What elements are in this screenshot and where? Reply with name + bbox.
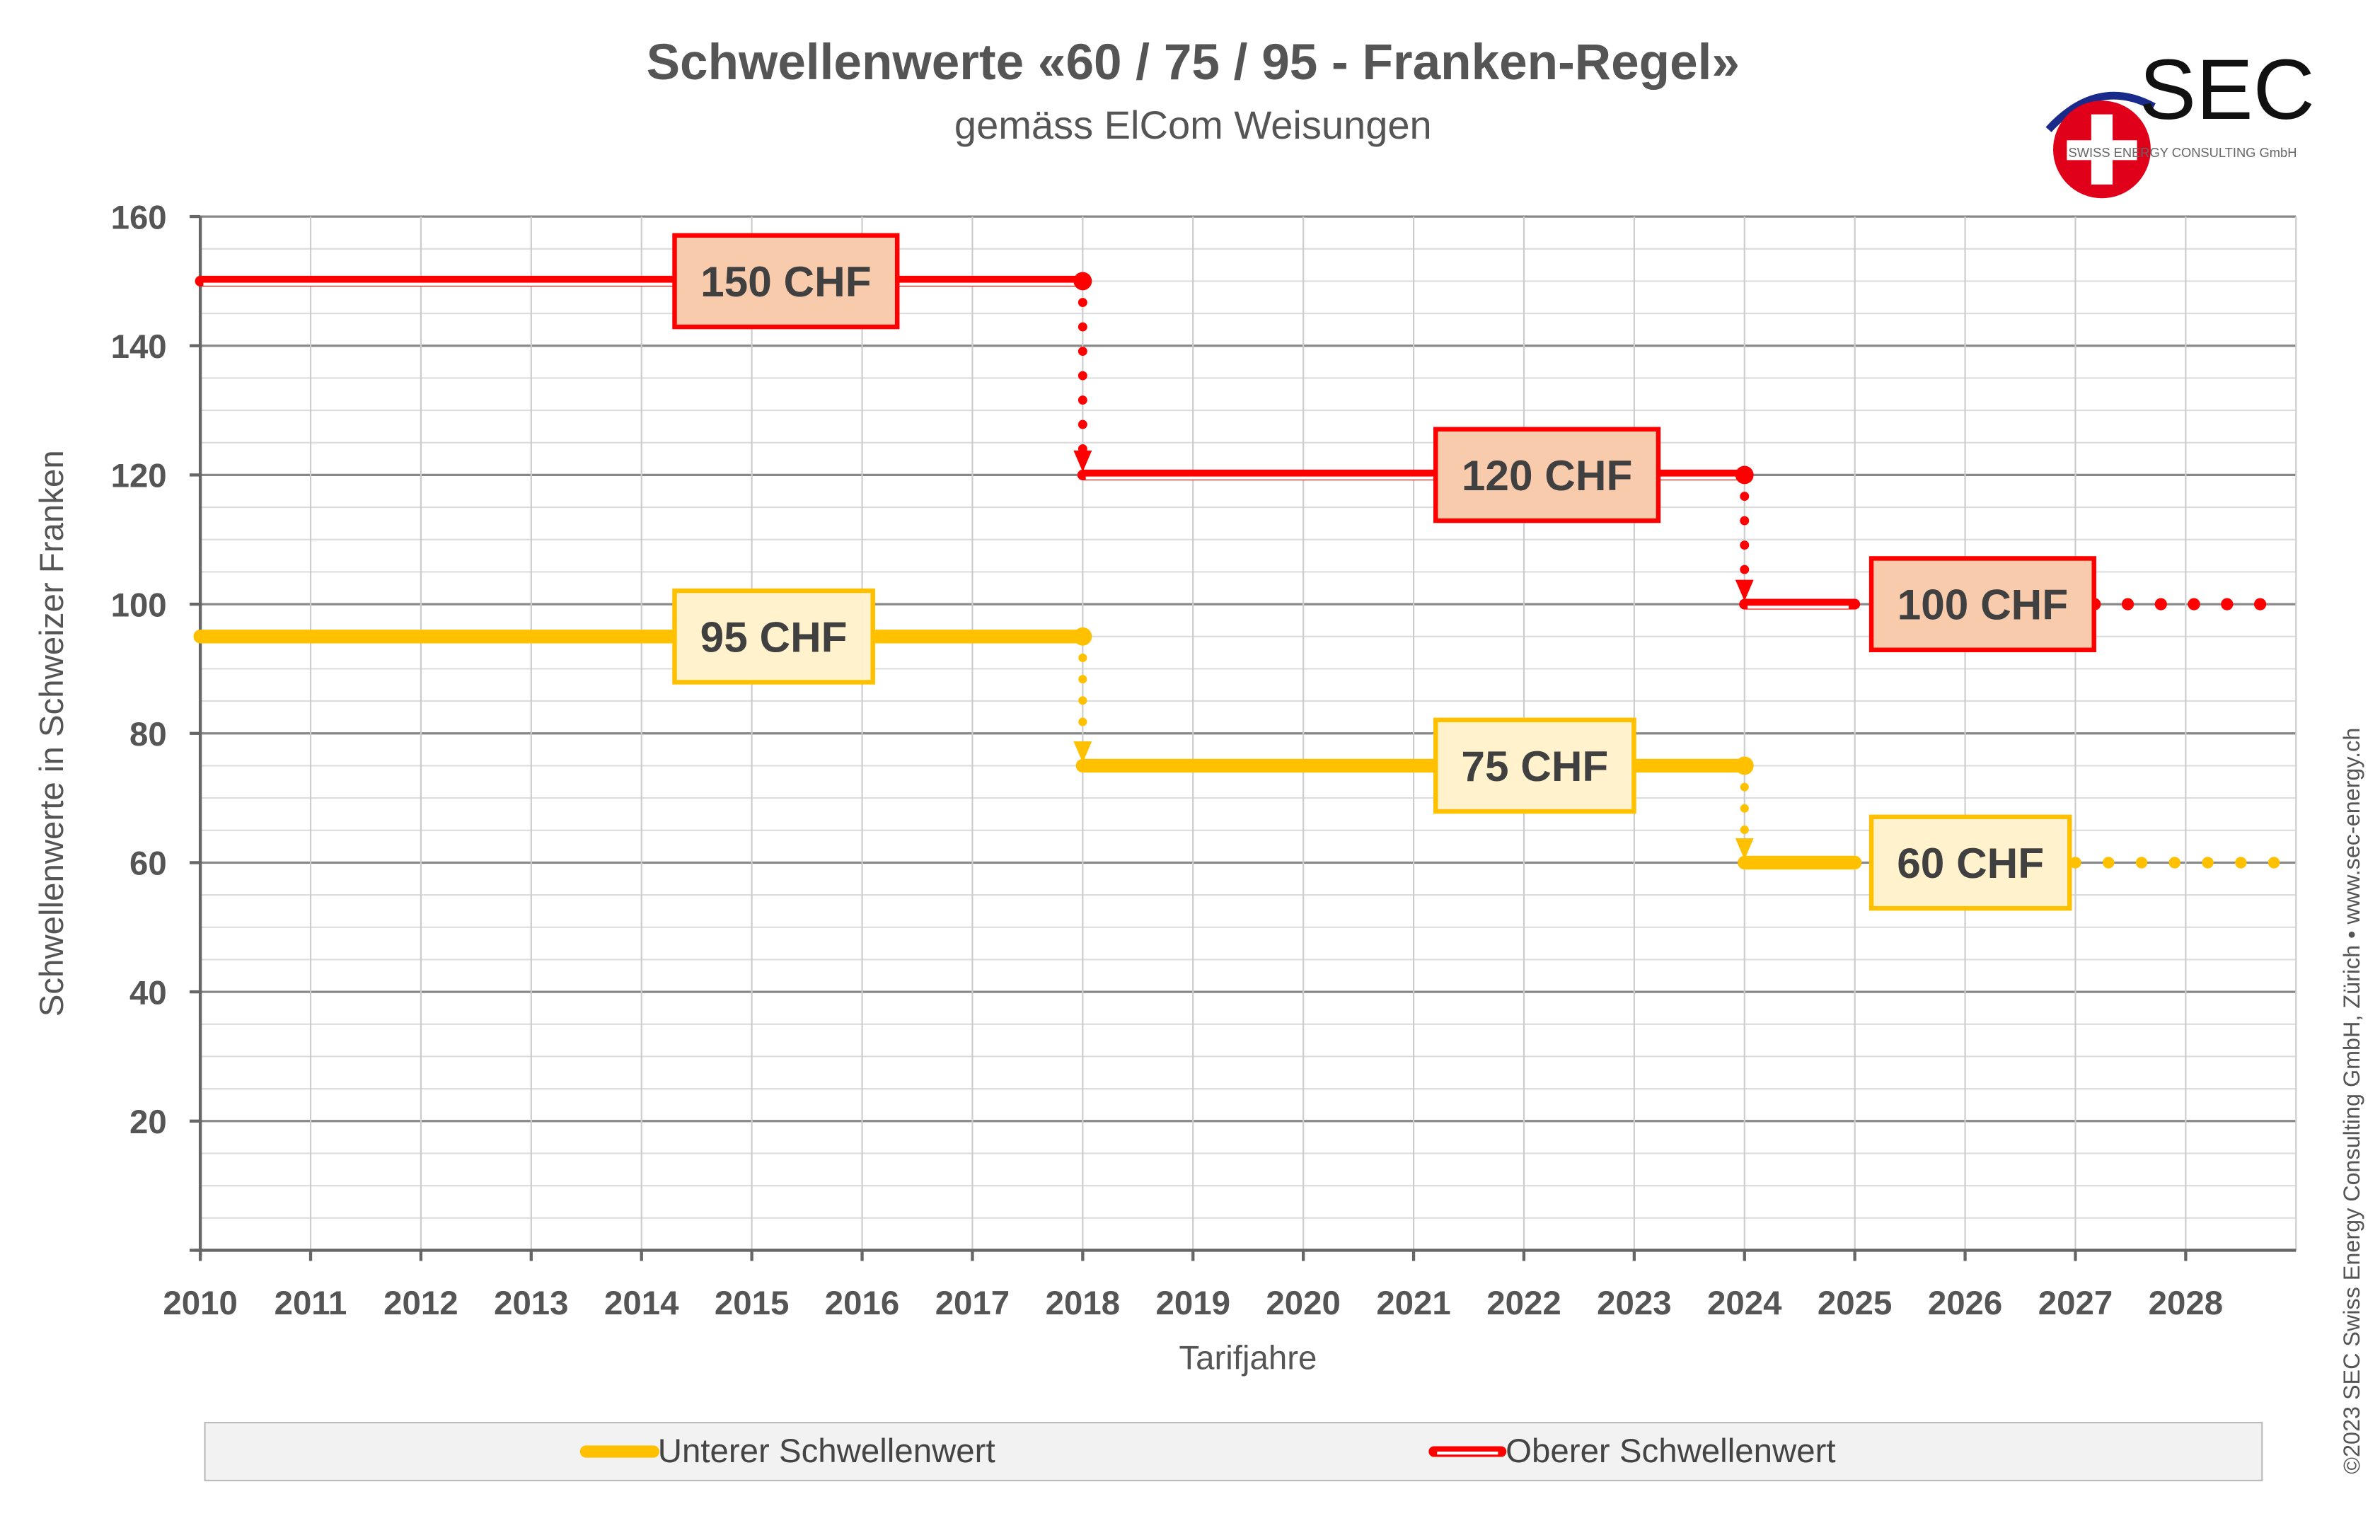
value-label: 120 CHF: [1462, 451, 1632, 499]
projection-dot: [2069, 857, 2081, 869]
transition-dot: [1078, 395, 1087, 405]
projection-dot: [2135, 857, 2148, 869]
y-axis-label: Schwellenwerte in Schweizer Franken: [33, 450, 71, 1017]
y-tick-label: 60: [129, 845, 167, 883]
svg-text:SWISS ENERGY CONSULTING GmbH: SWISS ENERGY CONSULTING GmbH: [2069, 145, 2297, 160]
value-labels: 95 CHF 75 CHF 60 CHF 150 CHF 120 CHF 100 CHF: [672, 233, 2096, 911]
x-tick-label: 2015: [715, 1285, 789, 1322]
transition-dot: [1078, 298, 1087, 308]
x-tick-label: 2026: [1928, 1285, 2002, 1322]
transition-dot: [1078, 696, 1087, 705]
legend-label-lower: Unterer Schwellenwert: [658, 1432, 995, 1470]
y-tick-label: 120: [111, 458, 167, 495]
x-tick-label: 2024: [1707, 1285, 1782, 1322]
transition-dot: [1740, 540, 1750, 550]
x-tick-label: 2027: [2038, 1285, 2113, 1322]
y-tick-label: 100: [111, 586, 167, 624]
x-tick-label: 2028: [2149, 1285, 2223, 1322]
value-label-box: [1433, 717, 1636, 814]
x-tick-label: 2010: [163, 1285, 237, 1322]
legend-label-upper: Oberer Schwellenwert: [1506, 1432, 1835, 1470]
value-label: 95 CHF: [700, 613, 848, 661]
axes: 20 40 60 80 100 120 140 160 2010 2011 2012 2013 2014…: [111, 199, 2297, 1322]
y-tick-label: 140: [111, 328, 167, 366]
x-tick-label: 2023: [1597, 1285, 1671, 1322]
x-tick-label: 2025: [1818, 1285, 1892, 1322]
y-tick-label: 80: [129, 716, 167, 753]
value-label-box: [672, 588, 875, 685]
transition-arrow: [1073, 450, 1092, 473]
copyright: ©2023 SEC Swiss Energy Consulting GmbH, …: [2339, 728, 2364, 1474]
projection-dot: [2253, 598, 2267, 610]
transition-dot: [1740, 782, 1749, 792]
value-label: 100 CHF: [1897, 581, 2068, 629]
grid: [200, 215, 2297, 1251]
transition-dot: [1078, 347, 1087, 357]
transition-dot: [1740, 804, 1749, 813]
value-label-box: [672, 233, 900, 330]
projection-dot: [2202, 857, 2214, 869]
x-tick-label: 2017: [935, 1285, 1010, 1322]
projection-dot: [2188, 598, 2200, 610]
value-label-box: [1868, 556, 2096, 652]
transition-dot: [1078, 675, 1087, 684]
sec-logo: SEC SWISS ENERGY CONSULTING GmbH: [2045, 42, 2315, 199]
series: [193, 272, 2280, 870]
transition-dot: [1078, 717, 1087, 726]
x-tick-label: 2018: [1046, 1285, 1120, 1322]
transition-dot: [1740, 516, 1750, 526]
y-tick-label: 40: [129, 974, 167, 1012]
x-tick-label: 2012: [383, 1285, 458, 1322]
transition-dot: [1078, 419, 1087, 429]
value-label-box: [1868, 814, 2072, 911]
x-axis-label: Tarifjahre: [1179, 1340, 1317, 1377]
transition-dot: [1078, 653, 1087, 662]
transition-dot: [1740, 492, 1750, 502]
chart-title: Schwellenwerte «60 / 75 / 95 - Franken-R…: [647, 35, 1740, 91]
x-tick-label: 2019: [1156, 1285, 1230, 1322]
projection-dot: [2268, 857, 2280, 869]
chart-subtitle: gemäss ElCom Weisungen: [954, 103, 1432, 147]
transition-dot: [1078, 322, 1087, 332]
transition-arrow: [1735, 579, 1754, 601]
projection-dot: [2221, 598, 2234, 610]
transition-dot: [1740, 825, 1749, 835]
value-label: 60 CHF: [1897, 839, 2044, 887]
projection-dot: [2121, 598, 2135, 610]
step-end-marker: [1073, 627, 1092, 646]
x-tick-label: 2016: [825, 1285, 899, 1322]
svg-text:SEC: SEC: [2139, 42, 2315, 137]
value-label: 150 CHF: [700, 257, 871, 306]
step-end-marker: [1073, 272, 1092, 291]
x-tick-label: 2011: [275, 1285, 347, 1322]
x-tick-label: 2013: [494, 1285, 568, 1322]
projection-dot: [2154, 598, 2167, 610]
projection-dot: [2103, 857, 2115, 869]
x-tick-label: 2021: [1376, 1285, 1450, 1322]
transition-arrow: [1735, 838, 1754, 860]
transition-arrow: [1073, 741, 1092, 763]
value-label: 75 CHF: [1461, 742, 1608, 790]
y-tick-label: 20: [129, 1104, 167, 1141]
x-tick-label: 2022: [1486, 1285, 1561, 1322]
x-tick-label: 2014: [604, 1285, 679, 1322]
transition-dot: [1740, 565, 1750, 574]
y-tick-label: 160: [111, 199, 167, 236]
projection-dot: [2235, 857, 2247, 869]
transition-dot: [1078, 371, 1087, 381]
step-end-marker: [1735, 756, 1754, 775]
value-label-box: [1433, 427, 1661, 523]
projection-dot: [2168, 857, 2180, 869]
x-tick-label: 2020: [1266, 1285, 1340, 1322]
step-end-marker: [1735, 465, 1754, 485]
legend: Unterer Schwellenwert Oberer Schwellenwe…: [204, 1421, 2263, 1482]
